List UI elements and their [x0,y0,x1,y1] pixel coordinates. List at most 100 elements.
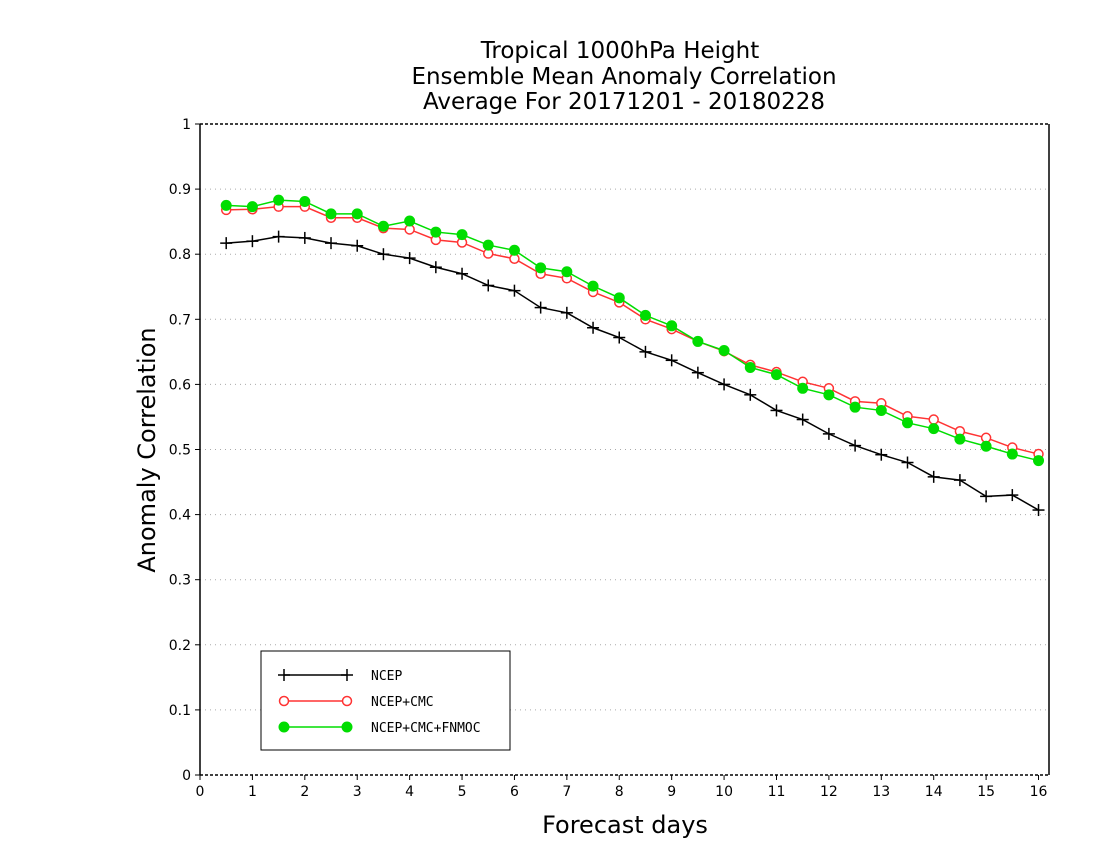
data-point-ncep [298,231,311,244]
y-tick-label: 0.9 [169,182,191,198]
y-axis-title: Anomaly Correlation [133,327,161,572]
x-tick-label: 3 [353,784,362,800]
data-point-ncep-cmc-fnmoc [666,320,678,332]
data-point-ncep-cmc-fnmoc [980,440,992,452]
data-point-ncep [429,261,442,274]
data-point-ncep-cmc-fnmoc [325,208,337,220]
data-point-ncep [718,378,731,391]
data-point-ncep [613,331,626,344]
y-tick-label: 0.1 [169,703,191,719]
chart-title-line-1: Tropical 1000hPa Height [480,38,760,64]
data-point-ncep [508,284,521,297]
data-point-ncep [220,237,233,250]
data-point-ncep [770,404,783,417]
legend-marker [341,695,353,707]
data-point-ncep [482,279,495,292]
data-point-ncep-cmc-fnmoc [718,345,730,357]
legend-marker [278,669,290,681]
x-tick-label: 2 [300,784,309,800]
data-point-ncep [901,456,914,469]
series-line-ncep [226,235,1039,511]
data-point-ncep-cmc-fnmoc [561,266,573,278]
data-point-ncep [875,448,888,461]
x-tick-label: 5 [458,784,467,800]
data-point-ncep-cmc-fnmoc [1033,455,1045,467]
data-point-ncep [796,413,809,426]
series-line-ncep-cmc [226,205,1039,455]
y-tick-label: 0.6 [169,377,191,393]
data-point-ncep [927,470,940,483]
series-ncep-cmc-fnmoc [220,194,1045,467]
y-tick-label: 0.7 [169,312,191,328]
data-point-ncep-cmc-fnmoc [482,239,494,251]
chart-title-line-2: Ensemble Mean Anomaly Correlation [411,64,836,90]
legend-label: NCEP+CMC+FNMOC [371,721,481,736]
x-tick-label: 9 [667,784,676,800]
data-point-ncep-cmc-fnmoc [299,195,311,207]
data-point-ncep [403,252,416,265]
x-tick-label: 7 [562,784,571,800]
x-tick-label: 12 [820,784,838,800]
data-point-ncep [665,354,678,367]
y-tick-label: 0.3 [169,573,191,589]
y-tick-label: 0.2 [169,638,191,654]
data-point-ncep [560,306,573,319]
data-point-ncep [849,439,862,452]
data-point-ncep [691,366,704,379]
data-point-ncep [822,427,835,440]
chart-title: Tropical 1000hPa Height Ensemble Mean An… [411,38,836,115]
legend: NCEP NCEP+CMC NCEP+CMC+FNMOC [260,650,511,751]
x-tick-label: 0 [196,784,205,800]
y-tick-label: 0.4 [169,508,191,524]
data-point-ncep [325,237,338,250]
x-tick-label: 8 [615,784,624,800]
data-point-ncep-cmc-fnmoc [954,433,966,445]
data-point-ncep-cmc-fnmoc [744,361,756,373]
data-point-ncep-cmc-fnmoc [246,201,258,213]
legend-marker [341,721,353,733]
data-point-ncep [456,267,469,280]
data-point-ncep [246,235,259,248]
x-tick-label: 13 [872,784,890,800]
y-tick-label: 0 [182,768,191,784]
data-point-ncep-cmc-fnmoc [1006,448,1018,460]
legend-item-ncep: NCEP [278,669,402,684]
legend-item-ncep-cmc-fnmoc: NCEP+CMC+FNMOC [278,721,481,736]
chart-title-line-3: Average For 20171201 - 20180228 [423,89,825,115]
axis-ticks: 00.10.20.30.40.50.60.70.80.910 1 2 3 4 5 6 7 8 9 1… [169,117,1048,800]
data-point-ncep-cmc-fnmoc [692,335,704,347]
data-point-ncep-cmc-fnmoc [613,292,625,304]
data-point-ncep-cmc-fnmoc [928,423,940,435]
data-point-ncep-cmc-fnmoc [351,208,363,220]
y-tick-label: 0.8 [169,247,191,263]
x-tick-label: 1 [248,784,257,800]
data-point-ncep-cmc-fnmoc [535,262,547,274]
data-point-ncep-cmc-fnmoc [823,389,835,401]
series-ncep [220,230,1045,517]
x-tick-label: 10 [715,784,733,800]
data-point-ncep-cmc-fnmoc [797,382,809,394]
x-axis-title: Forecast days [542,811,708,839]
data-series [220,194,1045,517]
series-line-ncep-cmc-fnmoc [226,199,1039,462]
y-tick-label: 1 [182,117,191,133]
y-tick-label: 0.5 [169,443,191,459]
data-point-ncep [587,321,600,334]
data-point-ncep [1032,504,1045,517]
x-tick-label: 6 [510,784,519,800]
data-point-ncep-cmc-fnmoc [377,220,389,232]
x-tick-label: 4 [405,784,414,800]
data-point-ncep [639,345,652,358]
x-tick-label: 16 [1030,784,1048,800]
data-point-ncep [953,474,966,487]
data-point-ncep [351,239,364,252]
data-point-ncep-cmc-fnmoc [849,401,861,413]
data-point-ncep-cmc-fnmoc [902,417,913,429]
legend-marker [278,695,290,707]
data-point-ncep [1006,489,1019,502]
x-tick-label: 15 [977,784,995,800]
x-tick-label: 11 [768,784,786,800]
legend-marker [341,669,353,681]
data-point-ncep-cmc-fnmoc [220,199,232,211]
